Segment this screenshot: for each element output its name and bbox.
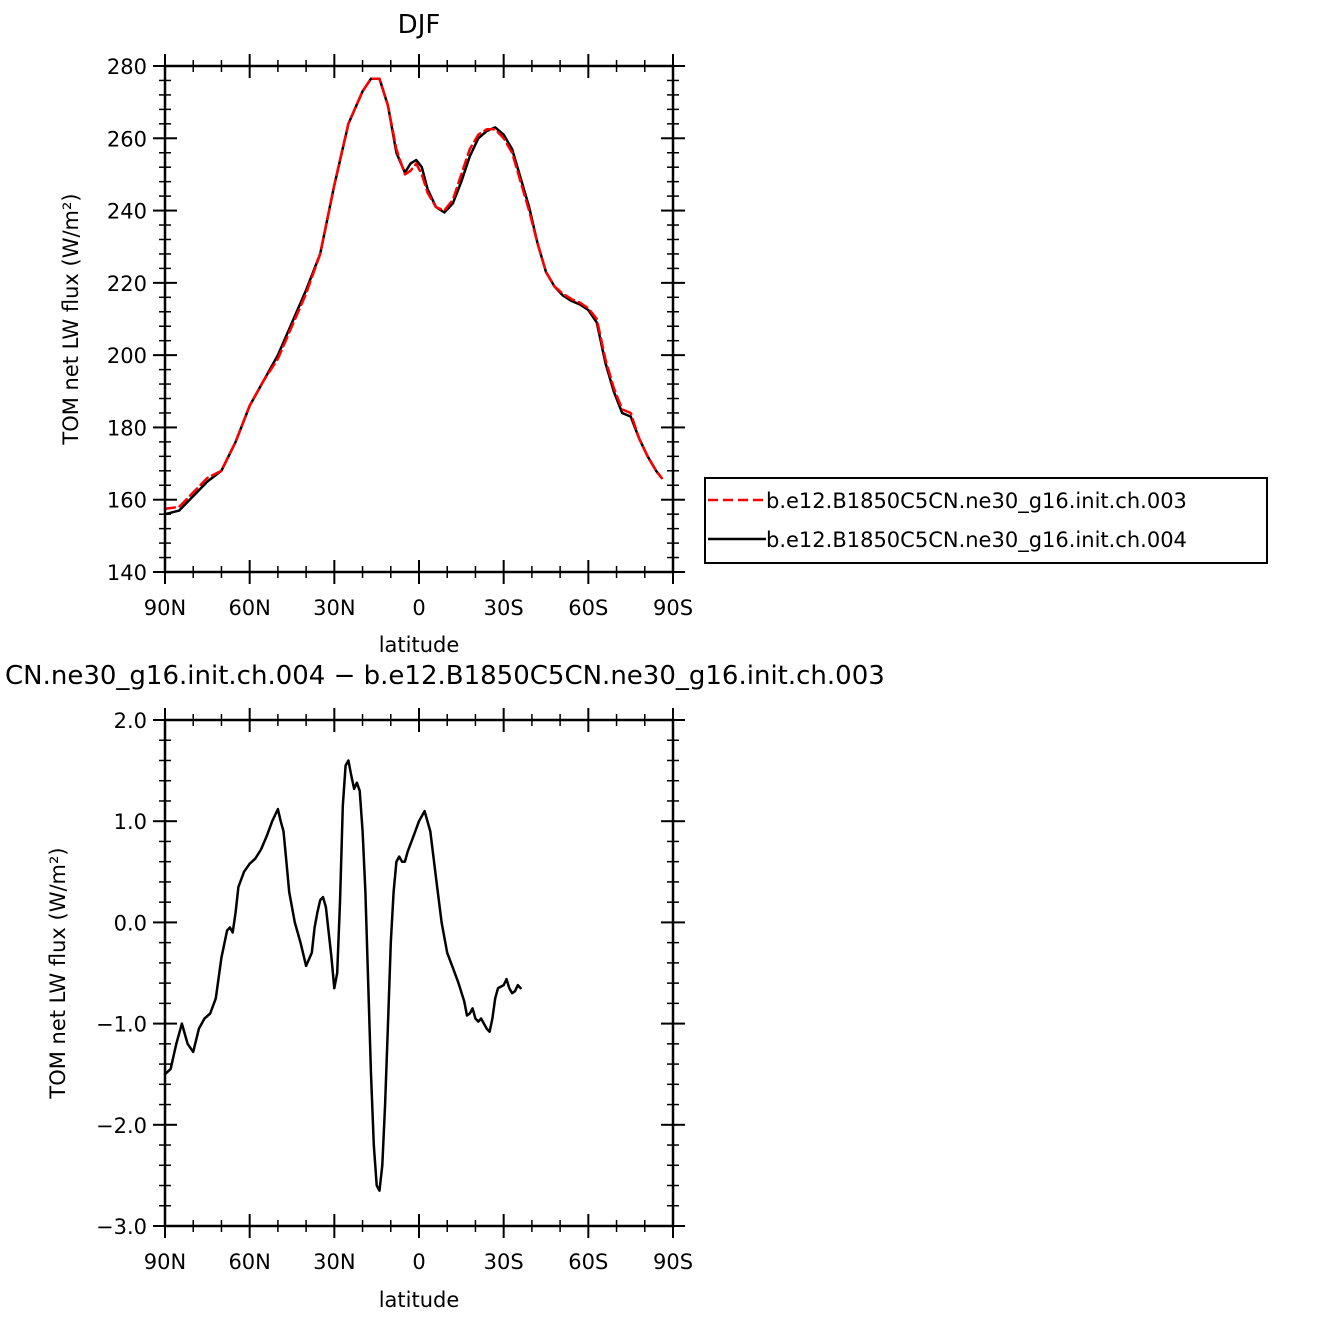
y-tick-label: −3.0 (96, 1215, 147, 1239)
x-tick-label: 0 (412, 596, 425, 620)
y-tick-label: 1.0 (114, 810, 147, 834)
legend: b.e12.B1850C5CN.ne30_g16.init.ch.003 b.e… (704, 477, 1268, 564)
series-line-004 (163, 77, 663, 516)
x-tick-label: 30S (484, 1250, 524, 1274)
y-tick-label: 140 (107, 561, 147, 585)
plot-frame (163, 718, 675, 1228)
y-tick-label: 220 (107, 272, 147, 296)
x-tick-label: 60S (568, 596, 608, 620)
chart-title: DJF (398, 10, 441, 40)
y-tick-label: −2.0 (96, 1114, 147, 1138)
y-tick-label: 180 (107, 416, 147, 440)
legend-box (704, 477, 1268, 564)
x-tick-label: 90N (144, 596, 186, 620)
difference-title: CN.ne30_g16.init.ch.004 − b.e12.B1850C5C… (5, 661, 885, 691)
x-tick-label: 30S (484, 596, 524, 620)
x-axis-label: latitude (379, 633, 460, 657)
x-tick-label: 0 (412, 1250, 425, 1274)
legend-label-003: b.e12.B1850C5CN.ne30_g16.init.ch.003 (766, 489, 1187, 514)
y-tick-label: 0.0 (114, 911, 147, 935)
legend-label-004: b.e12.B1850C5CN.ne30_g16.init.ch.004 (766, 528, 1187, 553)
y-tick-label: 160 (107, 489, 147, 513)
y-tick-label: 240 (107, 200, 147, 224)
series-line-003 (163, 77, 663, 511)
x-tick-label: 30N (313, 1250, 355, 1274)
tick-group: 90N 60N 30N 0 30S 60S 90S −3.0 −2.0 −1.0 0.0 1.0 2.0 (96, 708, 693, 1274)
top-panel: DJF latitude TOM net LW flux (W/m²) 90N 6… (59, 10, 693, 657)
series-group (163, 759, 522, 1192)
y-tick-label: 260 (107, 127, 147, 151)
x-tick-label: 90S (653, 1250, 693, 1274)
y-axis-label: TOM net LW flux (W/m²) (46, 847, 70, 1099)
tick-group: 90N 60N 30N 0 30S 60S 90S 140 160 180 200 220 240 260… (107, 54, 693, 620)
x-tick-label: 90N (144, 1250, 186, 1274)
plot-frame (163, 64, 675, 574)
x-axis-label: latitude (379, 1288, 460, 1312)
x-tick-label: 60S (568, 1250, 608, 1274)
y-tick-label: −1.0 (96, 1013, 147, 1037)
x-tick-label: 60N (228, 1250, 270, 1274)
x-tick-label: 90S (653, 596, 693, 620)
y-tick-label: 200 (107, 344, 147, 368)
x-tick-label: 30N (313, 596, 355, 620)
series-group (163, 77, 663, 516)
bottom-panel: CN.ne30_g16.init.ch.004 − b.e12.B1850C5C… (5, 661, 885, 1312)
y-tick-label: 280 (107, 55, 147, 79)
y-axis-label: TOM net LW flux (W/m²) (59, 193, 83, 445)
y-tick-label: 2.0 (114, 709, 147, 733)
series-line-004 (163, 759, 522, 1192)
x-tick-label: 60N (228, 596, 270, 620)
